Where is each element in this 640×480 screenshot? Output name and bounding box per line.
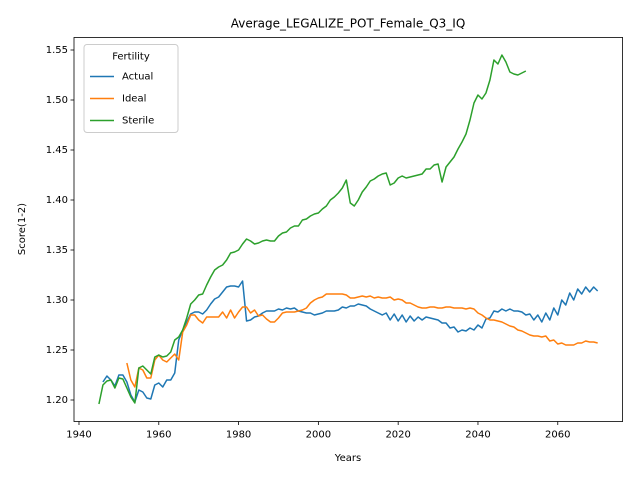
x-tick-label: 1940: [66, 430, 91, 441]
y-tick-label: 1.40: [46, 195, 68, 206]
data-line: [126, 293, 598, 388]
y-axis-label: Score(1-2): [17, 203, 28, 255]
legend-title: Fertility: [112, 52, 150, 63]
legend-label: Ideal: [122, 94, 146, 105]
x-tick-label: 1980: [226, 430, 251, 441]
y-tick-label: 1.35: [46, 245, 68, 256]
x-axis-label: Years: [334, 453, 361, 464]
legend-label: Actual: [122, 72, 153, 83]
y-tick-label: 1.25: [46, 345, 68, 356]
legend-box: [83, 44, 179, 133]
legend-label: Sterile: [122, 116, 154, 127]
x-tick-label: 1960: [146, 430, 171, 441]
y-tick-label: 1.45: [46, 145, 68, 156]
y-tick-label: 1.55: [46, 45, 68, 56]
y-tick-label: 1.50: [46, 95, 68, 106]
x-tick-label: 2060: [545, 430, 570, 441]
data-line: [102, 280, 599, 403]
chart-title: Average_LEGALIZE_POT_Female_Q3_IQ: [231, 17, 466, 31]
y-tick-label: 1.30: [46, 295, 68, 306]
plot-frame: [73, 37, 623, 422]
data-line: [98, 54, 527, 405]
y-tick-label: 1.20: [46, 395, 68, 406]
x-tick-label: 2040: [465, 430, 490, 441]
x-tick-label: 2020: [385, 430, 410, 441]
x-tick-label: 2000: [306, 430, 331, 441]
